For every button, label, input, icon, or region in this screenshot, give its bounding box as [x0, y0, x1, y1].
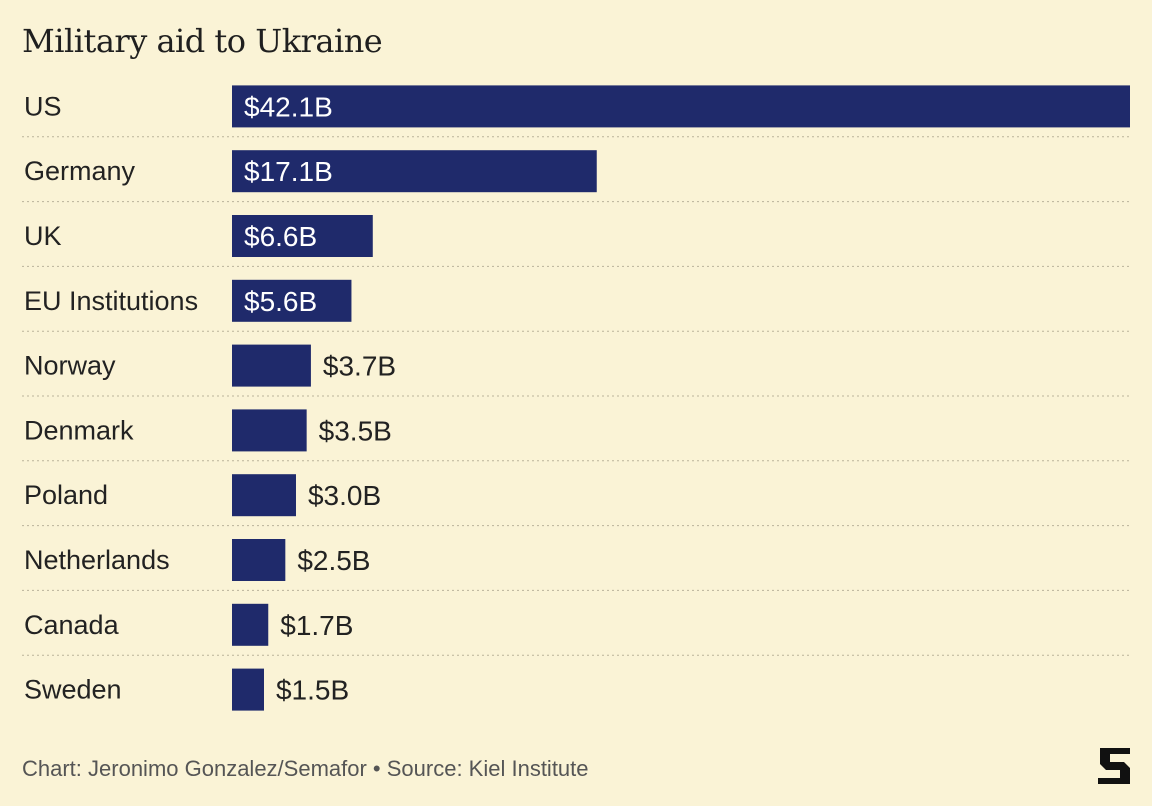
category-label: EU Institutions [24, 286, 198, 316]
category-label: Sweden [24, 675, 122, 705]
category-label: Denmark [24, 415, 134, 445]
bar [232, 279, 352, 322]
value-label: $3.7B [323, 351, 396, 382]
chart-credit: Chart: Jeronimo Gonzalez/Semafor • Sourc… [22, 756, 589, 781]
bar [232, 539, 286, 581]
value-label: $2.5B [297, 545, 370, 576]
value-label: $42.1B [244, 91, 333, 122]
value-label: $6.6B [244, 221, 317, 252]
bar [232, 603, 269, 646]
bar-chart: US $42.1B Germany $17.1B UK $6.6B EU Instituti… [22, 85, 1130, 711]
semafor-logo-icon [1098, 748, 1130, 784]
category-label: Netherlands [24, 545, 170, 575]
value-label: $17.1B [244, 156, 333, 187]
value-label: $1.7B [280, 610, 353, 641]
category-label: US [24, 91, 62, 121]
value-label: $5.6B [244, 286, 317, 317]
category-label: Germany [24, 156, 136, 186]
category-label: UK [24, 221, 62, 251]
bar [232, 474, 296, 517]
bar [232, 150, 597, 193]
chart-title: Military aid to Ukraine [22, 22, 383, 60]
bar [232, 215, 373, 257]
bar [232, 85, 1130, 128]
bar [232, 409, 307, 452]
value-label: $3.0B [308, 480, 381, 511]
value-label: $3.5B [319, 415, 392, 446]
category-label: Poland [24, 480, 108, 510]
value-label: $1.5B [276, 675, 349, 706]
bar [232, 344, 311, 387]
category-label: Norway [24, 351, 116, 381]
category-label: Canada [24, 610, 120, 640]
bar [232, 668, 264, 711]
